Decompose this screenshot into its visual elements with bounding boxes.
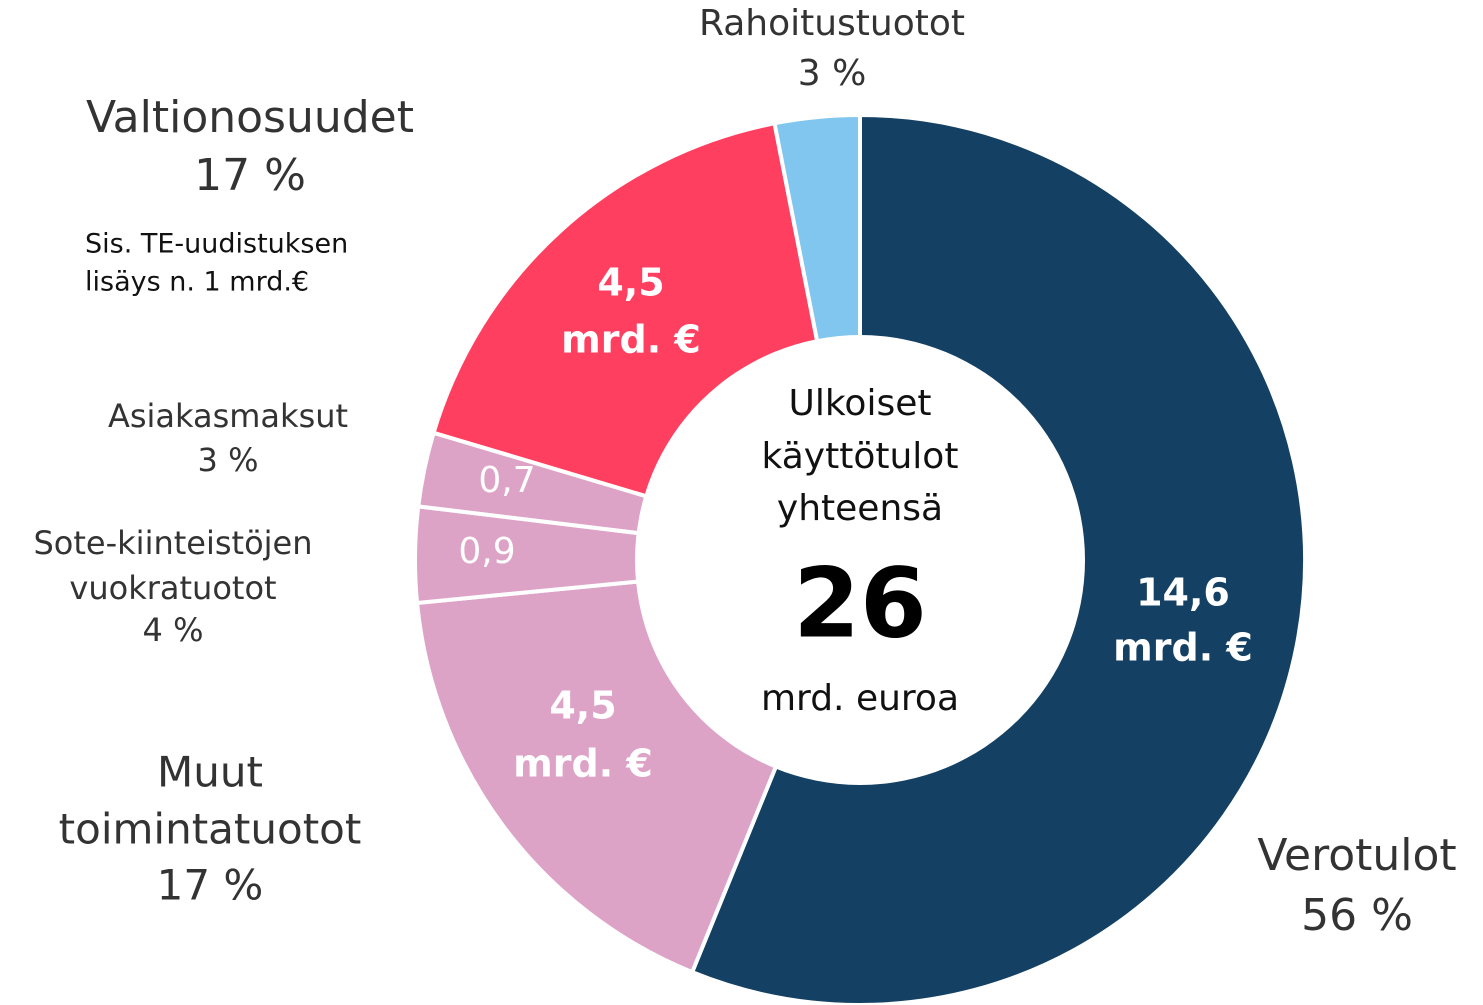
value-label: mrd. € (1113, 626, 1253, 670)
center-label: käyttötulot (762, 436, 959, 477)
category-label: toimintatuotot (59, 805, 362, 854)
value-label: 4,5 (597, 261, 664, 305)
category-label: Sote-kiinteistöjen (33, 524, 312, 562)
center-unit: mrd. euroa (761, 678, 959, 719)
value-label: 4,5 (549, 684, 616, 728)
center-total: 26 (793, 547, 927, 659)
category-label: Rahoitustuotot (699, 3, 965, 44)
category-label: Asiakasmaksut (108, 397, 348, 435)
category-label: Valtionosuudet (86, 92, 414, 143)
center-label: Ulkoiset (789, 383, 932, 424)
percent-label: 3 % (798, 53, 867, 94)
percent-label: 3 % (198, 441, 259, 479)
annotation: lisäys n. 1 mrd.€ (85, 267, 309, 298)
percent-label: 4 % (143, 611, 204, 649)
percent-label: 17 % (157, 861, 264, 910)
donut-hole (635, 335, 1085, 785)
category-label: Muut (157, 748, 263, 797)
value-label: mrd. € (513, 742, 653, 786)
center-label: yhteensä (777, 488, 943, 529)
category-label: vuokratuotot (69, 569, 276, 607)
percent-label: 56 % (1301, 890, 1413, 941)
percent-label: 17 % (194, 150, 306, 201)
value-label: 14,6 (1136, 571, 1230, 615)
value-label: mrd. € (561, 318, 701, 362)
value-label: 0,7 (478, 460, 535, 501)
annotation: Sis. TE-uudistuksen (85, 229, 348, 260)
category-label: Verotulot (1257, 830, 1456, 881)
value-label: 0,9 (458, 531, 515, 572)
